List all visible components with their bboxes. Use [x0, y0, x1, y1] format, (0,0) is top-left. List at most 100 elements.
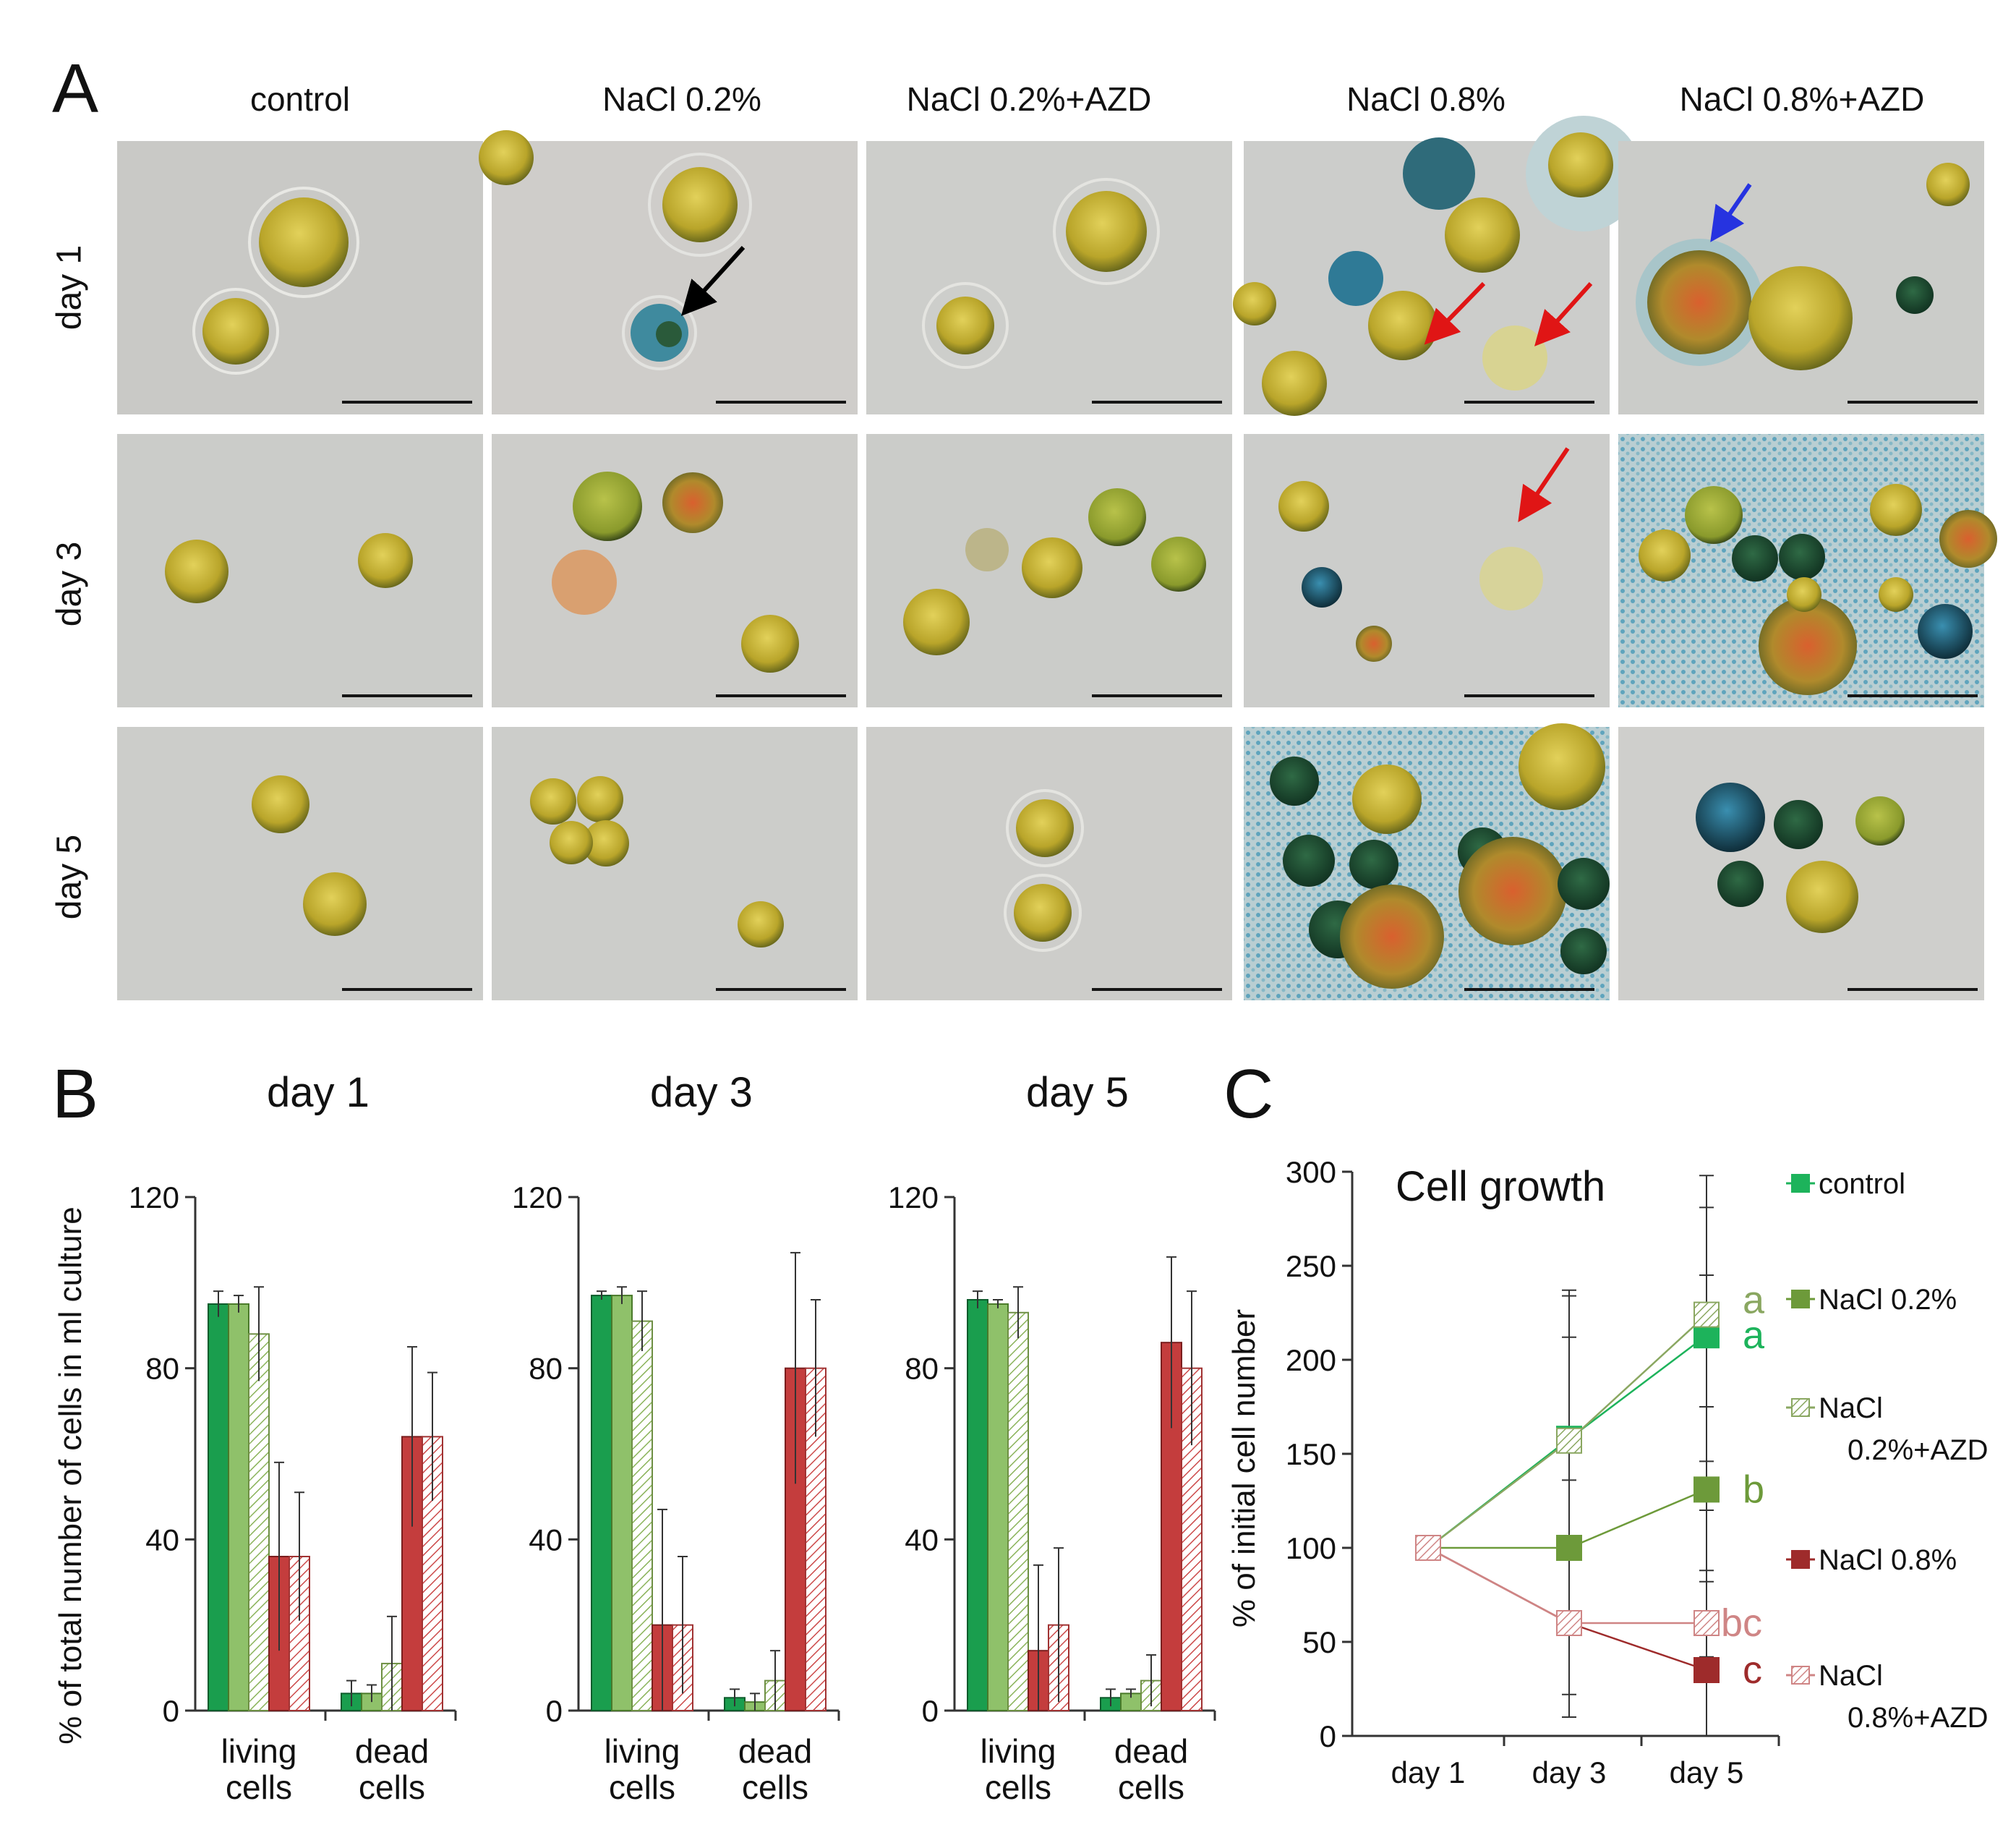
chart1-ytick-label-0: 0: [546, 1694, 563, 1728]
chart0-ytick-label-0: 0: [163, 1694, 179, 1728]
line-chart-title: Cell growth: [1396, 1163, 1605, 1210]
line-chart-ylabel: % of initial cell number: [1226, 1309, 1262, 1627]
line-chart-ytick-label-3: 150: [1286, 1437, 1336, 1471]
chart2-bar-living-cells-s1: [987, 1303, 1009, 1711]
chart2-bar-living-cells-s2: [1007, 1311, 1029, 1711]
micrograph-day5-nacl08: [1244, 723, 1610, 1000]
line-chart-ytick-label-4: 200: [1286, 1343, 1336, 1377]
panel-c-label: C: [1223, 1055, 1274, 1133]
micrograph-day1-nacl08-azd: [1618, 141, 1984, 414]
chart2-category-label-0-0: living: [981, 1732, 1056, 1770]
micrograph-day5-nacl08-azd: [1618, 727, 1984, 1000]
panel-b-label: B: [52, 1055, 99, 1133]
line-letter-s2: a: [1743, 1279, 1765, 1322]
legend-marker-4: [1791, 1666, 1810, 1685]
chart2-ytick-label-0: 0: [922, 1694, 939, 1728]
line-point-s4-2: [1693, 1610, 1720, 1636]
chart0-ytick-label-1: 40: [145, 1523, 179, 1557]
line-letter-s1: b: [1743, 1468, 1764, 1511]
micrograph-day5-nacl02-azd: [866, 727, 1232, 1000]
chart0-ylabel: % of total number of cells in ml culture: [53, 1206, 88, 1744]
chart0-bar-living-cells-s1: [228, 1303, 249, 1711]
micrograph-day3-nacl08-azd: [1618, 434, 1997, 707]
chart2-category-label-1-0: dead: [1114, 1732, 1188, 1770]
line-point-s2-2: [1693, 1301, 1720, 1328]
line-point-s4-1: [1556, 1610, 1582, 1636]
line-letter-s4: bc: [1721, 1601, 1762, 1645]
legend-marker-3: [1791, 1550, 1810, 1569]
legend-label-0-0: control: [1819, 1168, 1905, 1200]
micrograph-day1-nacl02-azd: [866, 141, 1232, 414]
legend-label-1-0: NaCl 0.2%: [1819, 1284, 1957, 1316]
legend-marker-2: [1791, 1398, 1810, 1417]
chart1-ytick-label-2: 80: [529, 1352, 563, 1386]
line-chart-ytick-label-5: 250: [1286, 1249, 1336, 1283]
line-chart-ytick-label-0: 0: [1320, 1719, 1336, 1753]
micrograph-day3-nacl02-azd: [866, 434, 1232, 707]
line-point-s2-1: [1556, 1427, 1582, 1454]
micrograph-day1-nacl02: [479, 130, 858, 414]
legend-label-4-0: NaCl: [1819, 1660, 1883, 1692]
micrograph-day3-nacl02: [492, 434, 858, 707]
chart1-bar-living-cells-s2: [631, 1320, 653, 1712]
chart1-category-label-1-0: dead: [738, 1732, 812, 1770]
chart2-bar-living-cells-s0: [967, 1299, 988, 1711]
chart1-category-label-1-1: cells: [742, 1768, 808, 1806]
chart1-title: day 3: [650, 1069, 753, 1116]
chart2-ytick-label-2: 80: [905, 1352, 939, 1386]
micrograph-day3-control: [117, 434, 483, 707]
column-header-nacl-02: NaCl 0.2%: [602, 80, 761, 118]
bar-chart-day1: day 1 % of total number of cells in ml cu…: [53, 1069, 457, 1806]
chart1-ytick-label-1: 40: [529, 1523, 563, 1557]
line-chart-ytick-label-2: 100: [1286, 1531, 1336, 1565]
micrograph-day5-nacl02: [492, 727, 858, 1000]
micrograph-day5-control: [117, 727, 483, 1000]
line-point-s1-2: [1693, 1476, 1720, 1503]
column-header-nacl-08-azd: NaCl 0.8%+AZD: [1679, 80, 1925, 118]
micrograph-grid: [117, 116, 1997, 1000]
chart1-ytick-label-3: 120: [512, 1180, 563, 1214]
legend-label-4-1: 0.8%+AZD: [1848, 1702, 1989, 1734]
chart0-bar-living-cells-s2: [248, 1333, 270, 1712]
line-chart-ytick-label-1: 50: [1302, 1625, 1336, 1659]
chart0-category-label-1-1: cells: [359, 1768, 425, 1806]
micrograph-day1-control: [117, 141, 483, 414]
line-point-s1-1: [1556, 1535, 1582, 1561]
column-header-nacl-02-azd: NaCl 0.2%+AZD: [906, 80, 1152, 118]
legend-label-2-0: NaCl: [1819, 1392, 1883, 1424]
line-point-s3-2: [1693, 1657, 1720, 1683]
micrograph-day1-nacl08: [1233, 116, 1641, 416]
chart2-title: day 5: [1026, 1069, 1129, 1116]
chart2-category-label-1-1: cells: [1118, 1768, 1184, 1806]
line-chart-xlabel-2: day 5: [1670, 1755, 1744, 1789]
chart1-category-label-0-0: living: [605, 1732, 680, 1770]
chart2-ytick-label-3: 120: [888, 1180, 939, 1214]
chart0-title: day 1: [267, 1069, 370, 1116]
column-header-nacl-08: NaCl 0.8%: [1346, 80, 1505, 118]
line-letter-s3: c: [1743, 1648, 1762, 1692]
micrograph-day3-nacl08: [1244, 434, 1610, 707]
chart0-ytick-label-3: 120: [129, 1180, 179, 1214]
chart1-bar-living-cells-s1: [611, 1295, 633, 1712]
line-chart-xlabel-0: day 1: [1391, 1755, 1466, 1789]
legend-marker-0: [1791, 1174, 1810, 1193]
chart0-category-label-0-1: cells: [226, 1768, 292, 1806]
line-letter-s0: a: [1743, 1314, 1765, 1357]
chart2-category-label-0-1: cells: [985, 1768, 1051, 1806]
chart0-ytick-label-2: 80: [145, 1352, 179, 1386]
panel-a-label: A: [52, 50, 99, 127]
chart0-bar-living-cells-s0: [208, 1303, 229, 1711]
line-chart-ytick-label-6: 300: [1286, 1155, 1336, 1189]
line-chart-xlabel-1: day 3: [1532, 1755, 1607, 1789]
line-series-3: [1427, 1546, 1707, 1672]
chart0-category-label-1-0: dead: [355, 1732, 429, 1770]
chart2-ytick-label-1: 40: [905, 1523, 939, 1557]
legend-label-3-0: NaCl 0.8%: [1819, 1544, 1957, 1576]
column-header-control: control: [249, 80, 351, 118]
chart1-category-label-0-1: cells: [609, 1768, 675, 1806]
legend-label-2-1: 0.2%+AZD: [1848, 1434, 1989, 1466]
legend-marker-1: [1791, 1290, 1810, 1308]
chart0-category-label-0-0: living: [221, 1732, 297, 1770]
